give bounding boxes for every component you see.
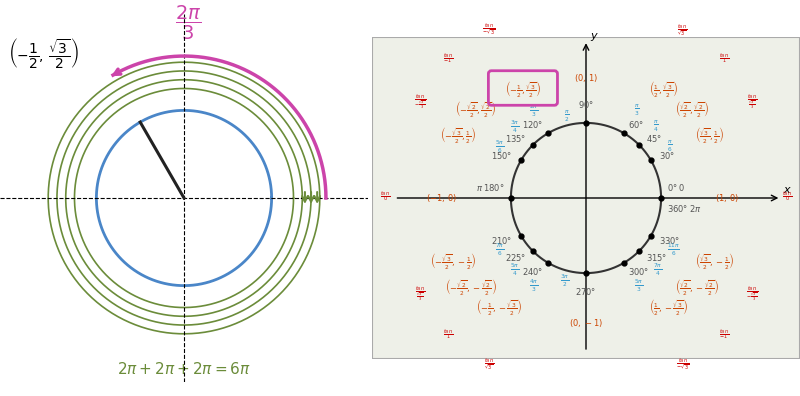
- Text: $150°$: $150°$: [491, 150, 513, 161]
- Text: $\frac{5\pi}{4}$: $\frac{5\pi}{4}$: [510, 261, 519, 278]
- Text: $270°$: $270°$: [575, 286, 597, 297]
- Text: $\left(\frac{1}{2},\frac{\sqrt{3}}{2}\right)$: $\left(\frac{1}{2},\frac{\sqrt{3}}{2}\ri…: [649, 79, 678, 99]
- Text: $\frac{7\pi}{4}$: $\frac{7\pi}{4}$: [653, 261, 662, 278]
- Text: $\frac{tan}{1}$: $\frac{tan}{1}$: [719, 51, 730, 65]
- Text: $\frac{5\pi}{3}$: $\frac{5\pi}{3}$: [634, 277, 643, 294]
- Text: $x$: $x$: [782, 185, 792, 195]
- Text: $\left(-\frac{\sqrt{3}}{2},\frac{1}{2}\right)$: $\left(-\frac{\sqrt{3}}{2},\frac{1}{2}\r…: [441, 125, 477, 145]
- Text: $\frac{4\pi}{3}$: $\frac{4\pi}{3}$: [529, 277, 538, 294]
- Text: $30°$: $30°$: [659, 150, 675, 161]
- Text: $135°$: $135°$: [505, 133, 526, 143]
- Text: $\frac{tan}{-\frac{\sqrt{3}}{3}}$: $\frac{tan}{-\frac{\sqrt{3}}{3}}$: [746, 285, 758, 303]
- Text: $\frac{tan}{1}$: $\frac{tan}{1}$: [442, 327, 453, 341]
- Text: $(-1,\,0)$: $(-1,\,0)$: [426, 192, 457, 204]
- Text: $45°$: $45°$: [646, 133, 662, 143]
- Text: $\frac{tan}{0}$: $\frac{tan}{0}$: [380, 189, 390, 203]
- Text: $\frac{\pi}{2}$: $\frac{\pi}{2}$: [564, 109, 570, 124]
- Text: $2\pi + 2\pi + 2\pi = 6\pi$: $2\pi + 2\pi + 2\pi = 6\pi$: [117, 361, 251, 377]
- Text: $y$: $y$: [590, 31, 598, 43]
- Text: $\frac{tan}{-\frac{\sqrt{3}}{3}}$: $\frac{tan}{-\frac{\sqrt{3}}{3}}$: [414, 93, 426, 111]
- Text: $360°\;2\pi$: $360°\;2\pi$: [667, 203, 702, 214]
- Text: $0°\;0$: $0°\;0$: [667, 182, 686, 193]
- Text: $\frac{tan}{\sqrt{3}}$: $\frac{tan}{\sqrt{3}}$: [484, 357, 494, 372]
- Text: $210°$: $210°$: [491, 235, 513, 246]
- Text: $300°$: $300°$: [629, 266, 650, 277]
- Text: $\frac{tan}{\frac{\sqrt{3}}{3}}$: $\frac{tan}{\frac{\sqrt{3}}{3}}$: [415, 285, 426, 303]
- Text: $225°$: $225°$: [505, 253, 526, 263]
- Text: $\dfrac{2\pi}{3}$: $\dfrac{2\pi}{3}$: [175, 4, 202, 42]
- Text: $\frac{5\pi}{6}$: $\frac{5\pi}{6}$: [495, 138, 505, 155]
- Text: $120°$: $120°$: [522, 119, 543, 130]
- Text: $\frac{\pi}{3}$: $\frac{\pi}{3}$: [634, 103, 639, 118]
- Text: $\frac{tan}{-1}$: $\frac{tan}{-1}$: [719, 327, 730, 341]
- Text: $60°$: $60°$: [629, 119, 645, 130]
- Text: $\frac{3\pi}{4}$: $\frac{3\pi}{4}$: [510, 118, 519, 135]
- Text: $\left(-\frac{\sqrt{2}}{2},-\frac{\sqrt{2}}{2}\right)$: $\left(-\frac{\sqrt{2}}{2},-\frac{\sqrt{…: [445, 277, 497, 297]
- Text: $\left(-\frac{\sqrt{3}}{2},-\frac{1}{2}\right)$: $\left(-\frac{\sqrt{3}}{2},-\frac{1}{2}\…: [430, 251, 477, 271]
- Text: $\left(\frac{\sqrt{3}}{2},-\frac{1}{2}\right)$: $\left(\frac{\sqrt{3}}{2},-\frac{1}{2}\r…: [695, 251, 735, 271]
- Text: $\pi\;180°$: $\pi\;180°$: [476, 182, 505, 193]
- Text: $\left(-\dfrac{1}{2},\,\dfrac{\sqrt{3}}{2}\right)$: $\left(-\dfrac{1}{2},\,\dfrac{\sqrt{3}}{…: [9, 36, 79, 70]
- Text: $\frac{7\pi}{6}$: $\frac{7\pi}{6}$: [495, 242, 505, 258]
- Text: $\frac{tan}{-1}$: $\frac{tan}{-1}$: [442, 51, 453, 65]
- Text: $\frac{tan}{\frac{\sqrt{3}}{3}}$: $\frac{tan}{\frac{\sqrt{3}}{3}}$: [746, 93, 757, 111]
- Text: $\left(\frac{1}{2},-\frac{\sqrt{3}}{2}\right)$: $\left(\frac{1}{2},-\frac{\sqrt{3}}{2}\r…: [649, 297, 689, 317]
- Text: $\left(\frac{\sqrt{3}}{2},\frac{1}{2}\right)$: $\left(\frac{\sqrt{3}}{2},\frac{1}{2}\ri…: [695, 125, 725, 145]
- Text: $\frac{tan}{\sqrt{3}}$: $\frac{tan}{\sqrt{3}}$: [677, 23, 687, 38]
- Text: $\left(-\frac{1}{2},-\frac{\sqrt{3}}{2}\right)$: $\left(-\frac{1}{2},-\frac{\sqrt{3}}{2}\…: [476, 297, 523, 317]
- Text: $\frac{\pi}{6}$: $\frac{\pi}{6}$: [667, 139, 674, 154]
- Text: $90°$: $90°$: [578, 99, 594, 110]
- Text: $315°$: $315°$: [646, 253, 667, 263]
- Text: $(0,\,1)$: $(0,\,1)$: [574, 72, 598, 84]
- Text: $\left(\frac{\sqrt{2}}{2},\frac{\sqrt{2}}{2}\right)$: $\left(\frac{\sqrt{2}}{2},\frac{\sqrt{2}…: [675, 99, 710, 119]
- Text: $(0,\,-1)$: $(0,\,-1)$: [569, 317, 603, 329]
- Text: $\frac{11\pi}{6}$: $\frac{11\pi}{6}$: [667, 241, 681, 258]
- Text: $\frac{3\pi}{2}$: $\frac{3\pi}{2}$: [560, 272, 570, 289]
- FancyBboxPatch shape: [372, 36, 800, 360]
- Text: $\frac{\pi}{4}$: $\frac{\pi}{4}$: [653, 119, 658, 134]
- Text: $\frac{2\pi}{3}$: $\frac{2\pi}{3}$: [529, 102, 538, 119]
- Text: $\frac{tan}{-\sqrt{3}}$: $\frac{tan}{-\sqrt{3}}$: [482, 21, 496, 36]
- Text: $240°$: $240°$: [522, 266, 543, 277]
- Text: $\left(\frac{\sqrt{2}}{2},-\frac{\sqrt{2}}{2}\right)$: $\left(\frac{\sqrt{2}}{2},-\frac{\sqrt{2…: [675, 277, 720, 297]
- Text: $\frac{tan}{-\sqrt{3}}$: $\frac{tan}{-\sqrt{3}}$: [676, 357, 690, 372]
- Text: $\frac{tan}{0}$: $\frac{tan}{0}$: [782, 189, 792, 203]
- Text: $(1,\,0)$: $(1,\,0)$: [715, 192, 739, 204]
- Text: $330°$: $330°$: [659, 235, 681, 246]
- Text: $\left(-\frac{\sqrt{2}}{2},\frac{\sqrt{2}}{2}\right)$: $\left(-\frac{\sqrt{2}}{2},\frac{\sqrt{2…: [455, 99, 497, 119]
- Text: $\left(-\frac{1}{2},\frac{\sqrt{3}}{2}\right)$: $\left(-\frac{1}{2},\frac{\sqrt{3}}{2}\r…: [505, 79, 541, 99]
